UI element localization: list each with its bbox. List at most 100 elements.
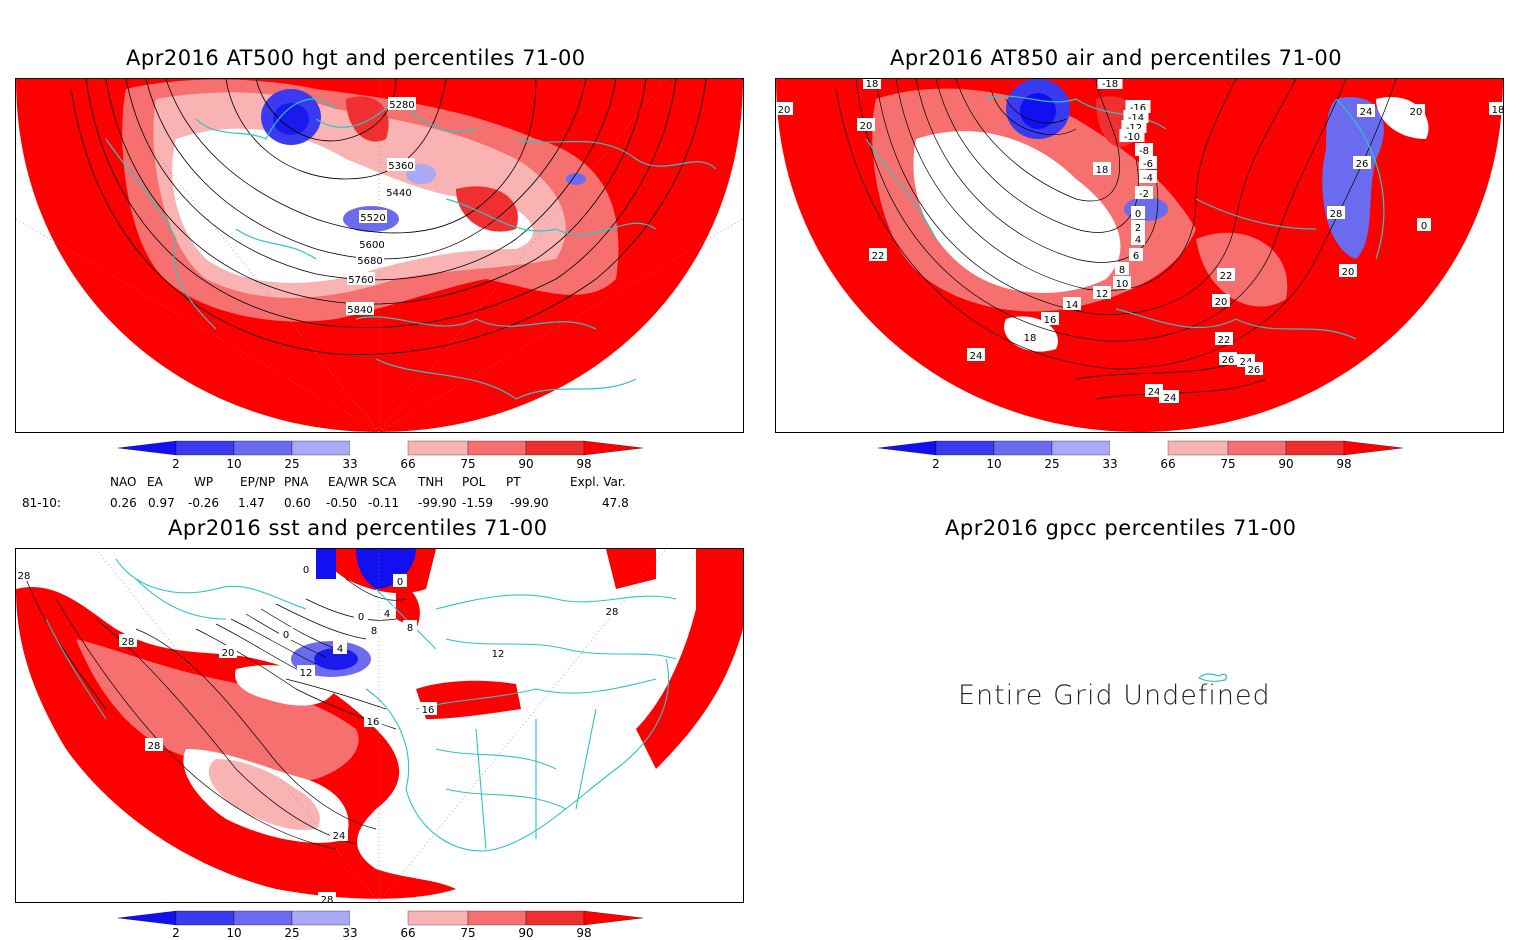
hgt-contour-label: 5680 bbox=[357, 256, 382, 267]
teleconnection-header: EP/NP bbox=[240, 475, 276, 489]
hgt-contour-labels: 5280 5360 5440 5520 5600 5680 5760 5840 bbox=[346, 97, 416, 316]
contour-label: 28 bbox=[321, 895, 334, 902]
colorbar-swatch bbox=[1227, 440, 1287, 456]
contour-label: 8 bbox=[407, 623, 413, 634]
colorbar-swatch bbox=[525, 440, 585, 456]
air-map-panel: -18 -16 -14 -12 -10 -8 -6 -4 -2 0 2 4 6 8 10 12 14 16 18 20… bbox=[775, 78, 1504, 433]
colorbar-swatch bbox=[1285, 440, 1345, 456]
colorbar-label: 75 bbox=[460, 926, 476, 940]
colorbar-label: 33 bbox=[342, 457, 358, 471]
contour-label: 20 bbox=[860, 121, 873, 132]
contour-label: 22 bbox=[1220, 271, 1233, 282]
hgt-map-panel: 5280 5360 5440 5520 5600 5680 5760 5840 bbox=[15, 78, 744, 433]
colorbar-label: 10 bbox=[226, 457, 242, 471]
colorbar-label: 75 bbox=[1220, 457, 1236, 471]
hgt-contour-label: 5440 bbox=[386, 188, 411, 199]
contour-label: 4 bbox=[384, 609, 390, 620]
colorbar-label: 90 bbox=[518, 926, 534, 940]
hgt-colorbar-labels: 2 10 25 33 66 75 90 98 bbox=[118, 457, 643, 473]
colorbar-label: 2 bbox=[932, 457, 940, 471]
colorbar-swatch bbox=[350, 911, 408, 925]
air-white-band bbox=[913, 131, 1121, 293]
contour-label: 0 bbox=[397, 577, 403, 588]
teleconnection-header: Expl. Var. bbox=[570, 475, 626, 489]
teleconnection-value: -1.59 bbox=[462, 496, 494, 510]
contour-label: 16 bbox=[367, 717, 380, 728]
contour-label: 28 bbox=[148, 741, 161, 752]
hgt-contour-label: 5520 bbox=[360, 213, 385, 224]
contour-label: 0 bbox=[1421, 221, 1427, 232]
contour-label: 4 bbox=[1135, 235, 1141, 246]
contour-label: 28 bbox=[1330, 209, 1343, 220]
colorbar-label: 25 bbox=[284, 926, 300, 940]
teleconnection-header: TNH bbox=[418, 475, 444, 489]
contour-label: 24 bbox=[1164, 393, 1177, 404]
contour-label: 16 bbox=[422, 705, 435, 716]
contour-label: 24 bbox=[1360, 107, 1373, 118]
colorbar-swatch bbox=[175, 440, 235, 456]
colorbar-swatch bbox=[1110, 441, 1168, 455]
teleconnection-header: WP bbox=[194, 475, 214, 489]
contour-label: 28 bbox=[606, 607, 619, 618]
air-map: -18-16-14-12-10-8-6-4-202468101214161820… bbox=[776, 79, 1503, 432]
contour-label: 16 bbox=[1044, 315, 1057, 326]
contour-label: 6 bbox=[1133, 251, 1139, 262]
contour-label: 0 bbox=[358, 612, 364, 623]
contour-label: 10 bbox=[1116, 279, 1129, 290]
contour-label: 18 bbox=[866, 79, 879, 90]
contour-label: 20 bbox=[778, 105, 791, 116]
colorbar-swatch bbox=[1343, 440, 1403, 456]
contour-label: 22 bbox=[872, 251, 885, 262]
contour-label: 18 bbox=[1024, 333, 1037, 344]
contour-label: 0 bbox=[283, 630, 289, 641]
contour-label: -12 bbox=[1126, 123, 1142, 134]
teleconnection-header: POL bbox=[462, 475, 486, 489]
contour-label: 20 bbox=[1342, 267, 1355, 278]
colorbar-swatch bbox=[233, 910, 293, 926]
colorbar-label: 66 bbox=[400, 457, 416, 471]
colorbar-label: 25 bbox=[284, 457, 300, 471]
hgt-contour-label: 5280 bbox=[389, 100, 414, 111]
colorbar-label: 33 bbox=[342, 926, 358, 940]
colorbar-swatch bbox=[118, 910, 177, 926]
contour-label: 18 bbox=[1492, 105, 1503, 116]
hgt-contour-label: 5760 bbox=[348, 275, 373, 286]
teleconnection-header: PNA bbox=[284, 475, 309, 489]
teleconnection-value: -99.90 bbox=[510, 496, 549, 510]
teleconnection-header: NAO bbox=[110, 475, 137, 489]
contour-label: 20 bbox=[1410, 107, 1423, 118]
air-panel-title: Apr2016 AT850 air and percentiles 71-00 bbox=[890, 46, 1343, 70]
contour-label: 28 bbox=[122, 637, 135, 648]
colorbar-label: 33 bbox=[1102, 457, 1118, 471]
contour-label: 28 bbox=[18, 571, 31, 582]
colorbar-label: 10 bbox=[226, 926, 242, 940]
hgt-contour-label: 5360 bbox=[388, 161, 413, 172]
colorbar-swatch bbox=[583, 440, 643, 456]
contour-label: 14 bbox=[1066, 300, 1079, 311]
gpcc-undefined-message: Entire Grid Undefined bbox=[958, 680, 1271, 711]
hgt-map: 5280 5360 5440 5520 5600 5680 5760 5840 bbox=[16, 79, 743, 432]
teleconnection-value: 1.47 bbox=[238, 496, 265, 510]
contour-label: 26 bbox=[1248, 365, 1261, 376]
colorbar-label: 66 bbox=[400, 926, 416, 940]
contour-label: -8 bbox=[1139, 146, 1149, 157]
contour-label: 22 bbox=[1218, 335, 1231, 346]
colorbar-swatch bbox=[935, 440, 995, 456]
hgt-white-band bbox=[172, 128, 533, 283]
colorbar-swatch bbox=[350, 441, 408, 455]
teleconnection-row-label: 81-10: bbox=[22, 496, 61, 510]
contour-label: 0 bbox=[1135, 209, 1141, 220]
contour-label: -18 bbox=[1102, 79, 1118, 90]
contour-label: -16 bbox=[1130, 103, 1146, 114]
contour-label: -4 bbox=[1143, 173, 1153, 184]
colorbar-swatch bbox=[175, 910, 235, 926]
sst-colorbar-labels: 2 10 25 33 66 75 90 98 bbox=[118, 926, 643, 940]
colorbar-swatch bbox=[993, 440, 1053, 456]
contour-label: 24 bbox=[1148, 387, 1161, 398]
teleconnection-header: SCA bbox=[372, 475, 397, 489]
teleconnection-value: -99.90 bbox=[418, 496, 457, 510]
contour-label: 20 bbox=[1215, 297, 1228, 308]
colorbar-swatch bbox=[467, 910, 527, 926]
